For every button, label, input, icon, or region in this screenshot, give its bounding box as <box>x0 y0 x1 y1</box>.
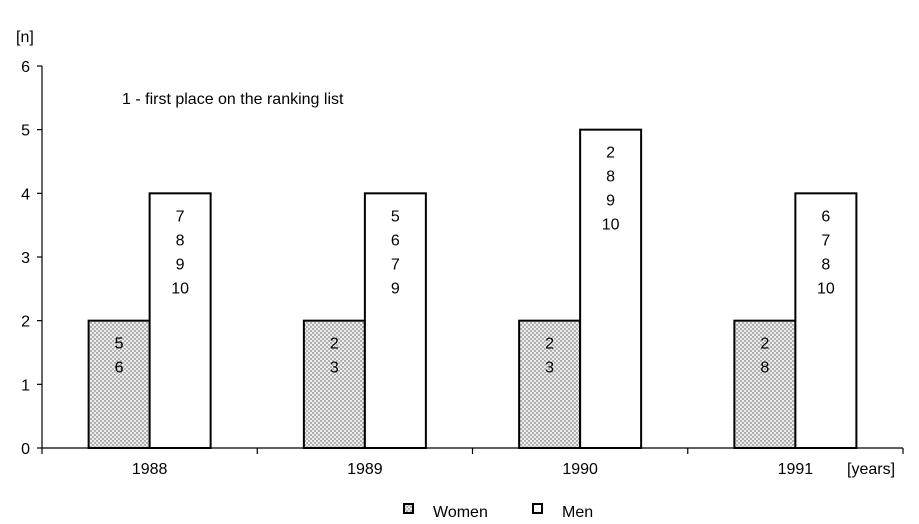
y-axis-label: [n] <box>16 29 34 46</box>
bar-label: 9 <box>391 280 400 297</box>
x-tick-label: 1989 <box>347 461 383 478</box>
y-tick-label: 5 <box>21 123 30 140</box>
bar-men-1989 <box>363 192 427 449</box>
bars: 5 6 7 8 9 10 2 3 5 6 7 9 2 3 2 8 9 10 2 8 6 7 8 10 <box>87 128 858 450</box>
x-axis: 1988 1989 1990 1991 <box>41 447 904 478</box>
bar-label: 8 <box>821 256 830 273</box>
bar-label: 9 <box>176 256 185 273</box>
y-axis: 0 1 2 3 4 5 6 <box>21 59 43 458</box>
bar-men-1991 <box>794 192 858 449</box>
bar-label: 3 <box>545 360 554 377</box>
bar-label: 10 <box>817 280 835 297</box>
bar-label: 7 <box>391 256 400 273</box>
y-tick-label: 3 <box>21 250 30 267</box>
x-tick-label: 1991 <box>778 461 814 478</box>
bar-label: 5 <box>391 208 400 225</box>
y-tick-label: 4 <box>21 186 30 203</box>
bar-label: 7 <box>176 208 185 225</box>
y-tick-label: 1 <box>21 377 30 394</box>
bar-men-1990 <box>579 128 643 450</box>
legend-swatch-women <box>403 503 414 514</box>
y-tick-label: 6 <box>21 59 30 76</box>
bar-label: 3 <box>330 360 339 377</box>
bar-label: 8 <box>606 169 615 186</box>
bar-label: 9 <box>606 193 615 210</box>
bar-label: 6 <box>821 208 830 225</box>
bar-label: 8 <box>176 232 185 249</box>
legend-label-women: Women <box>433 504 488 521</box>
chart-annotation: 1 - first place on the ranking list <box>122 91 344 108</box>
bar-label: 6 <box>115 360 124 377</box>
bar-label: 10 <box>171 280 189 297</box>
bar-label: 7 <box>821 232 830 249</box>
bar-women-1991 <box>733 319 797 449</box>
bar-label: 2 <box>545 336 554 353</box>
bar-men-1988 <box>148 192 212 449</box>
bar-label: 10 <box>602 217 620 234</box>
bar-label: 5 <box>115 336 124 353</box>
x-tick-label: 1990 <box>562 461 598 478</box>
legend: Women Men <box>403 503 593 521</box>
legend-label-men: Men <box>562 504 593 521</box>
bar-label: 8 <box>760 360 769 377</box>
bar-label: 2 <box>606 145 615 162</box>
bar-label: 6 <box>391 232 400 249</box>
bar-label: 2 <box>760 336 769 353</box>
y-tick-label: 0 <box>21 441 30 458</box>
x-tick-label: 1988 <box>132 461 168 478</box>
y-tick-label: 2 <box>21 314 30 331</box>
bar-label: 2 <box>330 336 339 353</box>
legend-swatch-men <box>532 503 543 514</box>
x-axis-label: [years] <box>847 461 895 478</box>
